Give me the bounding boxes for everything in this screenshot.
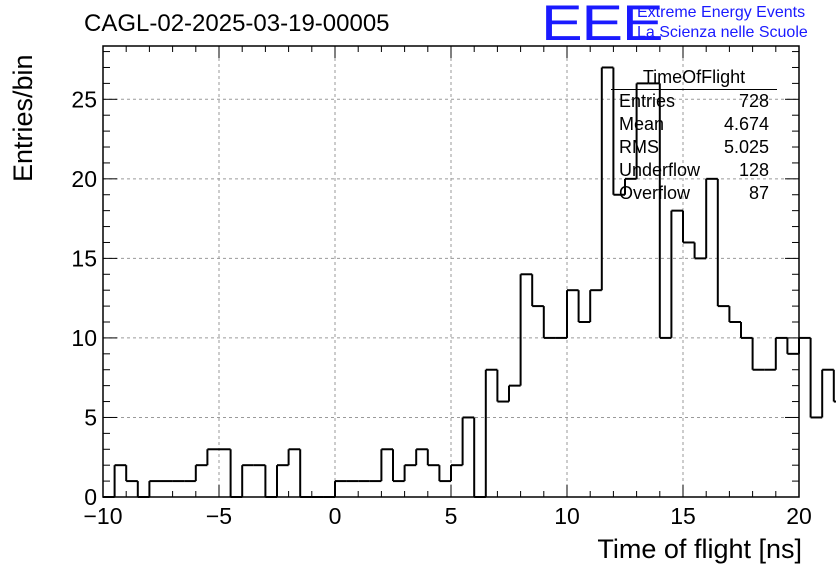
axis-layer (102, 45, 800, 498)
stats-label: Underflow (619, 160, 701, 180)
stats-label: RMS (619, 137, 659, 157)
stats-label: Entries (619, 91, 676, 111)
y-tick-label: 5 (84, 404, 97, 430)
eee-logo-mark: EEE (541, 0, 664, 51)
stats-label: Overflow (619, 183, 691, 203)
stats-value: 128 (738, 160, 769, 180)
stats-value: 4.674 (723, 114, 769, 134)
x-tick-label: 0 (329, 503, 342, 529)
x-tick-label: 15 (670, 503, 696, 529)
x-tick-label: −10 (83, 503, 122, 529)
stats-box: TimeOfFlight Entries 728 Mean 4.674 RMS … (611, 67, 777, 205)
tick-label-layer: −10 −5 0 5 10 15 20 0 5 10 15 20 25 (71, 86, 811, 529)
logo-caption-line2: La Scienza nelle Scuole (637, 24, 808, 41)
stats-value: 728 (738, 91, 769, 111)
stats-row-overflow: Overflow 87 (611, 182, 777, 205)
x-tick-label: 10 (554, 503, 580, 529)
stats-row-entries: Entries 728 (611, 90, 777, 113)
stats-row-mean: Mean 4.674 (611, 113, 777, 136)
y-tick-label: 25 (71, 86, 97, 112)
logo-caption-line1: Extreme Energy Events (637, 4, 806, 21)
y-tick-label: 20 (71, 166, 97, 192)
y-tick-label: 0 (84, 484, 97, 510)
chart-title: CAGL-02-2025-03-19-00005 (84, 10, 390, 37)
x-tick-label: −5 (206, 503, 232, 529)
stats-value: 87 (748, 183, 769, 203)
x-tick-label: 20 (786, 503, 812, 529)
grid-layer (103, 46, 799, 497)
x-axis-label: Time of flight [ns] (597, 534, 802, 564)
stats-row-rms: RMS 5.025 (611, 136, 777, 159)
stats-label: Mean (619, 114, 665, 134)
y-axis-label-wrap: Entries/bin (8, 54, 38, 192)
x-tick-label: 5 (445, 503, 458, 529)
stats-title: TimeOfFlight (611, 67, 777, 90)
histogram-layer (103, 66, 836, 498)
stats-value: 5.025 (723, 137, 769, 157)
y-tick-label: 10 (71, 325, 97, 351)
y-axis-label: Entries/bin (8, 54, 38, 182)
stats-row-underflow: Underflow 128 (611, 159, 777, 182)
y-tick-label: 15 (71, 245, 97, 271)
